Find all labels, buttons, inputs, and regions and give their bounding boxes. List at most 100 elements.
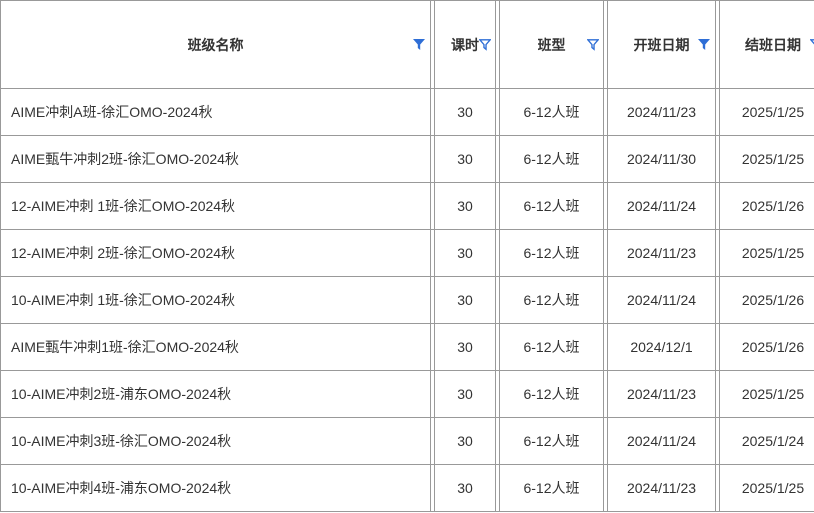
- table-row: 2024/11/24: [608, 277, 716, 324]
- header-name-label: 班级名称: [188, 35, 244, 55]
- table-row: 30: [435, 230, 496, 277]
- table-row: 6-12人班: [500, 277, 604, 324]
- filter-icon[interactable]: [587, 39, 599, 51]
- table-row: 6-12人班: [500, 418, 604, 465]
- table-row: 30: [435, 277, 496, 324]
- table-row: 2024/12/1: [608, 324, 716, 371]
- table-row: 6-12人班: [500, 230, 604, 277]
- header-start-date[interactable]: 开班日期: [608, 1, 716, 89]
- column-hours: 课时 30 30 30 30 30 30 30 30 30: [435, 1, 496, 512]
- table-row: 30: [435, 183, 496, 230]
- column-start-date: 开班日期 2024/11/23 2024/11/30 2024/11/24 20…: [608, 1, 716, 512]
- table-row: 2025/1/24: [720, 418, 814, 465]
- table-row: 30: [435, 136, 496, 183]
- cell-type: 6-12人班: [523, 290, 579, 310]
- cell-hours: 30: [457, 151, 473, 167]
- table-row: 2025/1/25: [720, 230, 814, 277]
- header-type[interactable]: 班型: [500, 1, 604, 89]
- table-row: 6-12人班: [500, 183, 604, 230]
- cell-hours: 30: [457, 339, 473, 355]
- cell-end-date: 2025/1/25: [742, 104, 804, 120]
- cell-end-date: 2025/1/25: [742, 151, 804, 167]
- cell-start-date: 2024/11/30: [627, 151, 696, 167]
- table-row: 2025/1/26: [720, 324, 814, 371]
- cell-name: AIME甄牛冲刺1班-徐汇OMO-2024秋: [11, 337, 239, 357]
- table-row: 12-AIME冲刺 2班-徐汇OMO-2024秋: [1, 230, 431, 277]
- table-row: 2025/1/25: [720, 136, 814, 183]
- column-type: 班型 6-12人班 6-12人班 6-12人班 6-12人班 6-12人班 6-…: [500, 1, 604, 512]
- cell-hours: 30: [457, 386, 473, 402]
- table-row: 6-12人班: [500, 89, 604, 136]
- cell-hours: 30: [457, 198, 473, 214]
- cell-start-date: 2024/11/24: [627, 433, 696, 449]
- cell-name: 10-AIME冲刺 1班-徐汇OMO-2024秋: [11, 290, 235, 310]
- cell-type: 6-12人班: [523, 149, 579, 169]
- cell-type: 6-12人班: [523, 384, 579, 404]
- cell-end-date: 2025/1/25: [742, 480, 804, 496]
- cell-end-date: 2025/1/25: [742, 386, 804, 402]
- table-row: 30: [435, 89, 496, 136]
- table-row: 2024/11/24: [608, 418, 716, 465]
- table-row: 2024/11/30: [608, 136, 716, 183]
- table-row: 2025/1/26: [720, 183, 814, 230]
- table-row: AIME甄牛冲刺2班-徐汇OMO-2024秋: [1, 136, 431, 183]
- cell-hours: 30: [457, 104, 473, 120]
- table-row: 10-AIME冲刺3班-徐汇OMO-2024秋: [1, 418, 431, 465]
- header-hours[interactable]: 课时: [435, 1, 496, 89]
- cell-name: 12-AIME冲刺 2班-徐汇OMO-2024秋: [11, 243, 235, 263]
- table-row: 30: [435, 324, 496, 371]
- header-end-date[interactable]: 结班日期: [720, 1, 814, 89]
- cell-hours: 30: [457, 245, 473, 261]
- cell-start-date: 2024/11/24: [627, 198, 696, 214]
- cell-name: 10-AIME冲刺3班-徐汇OMO-2024秋: [11, 431, 231, 451]
- cell-type: 6-12人班: [523, 431, 579, 451]
- table-row: 2024/11/23: [608, 465, 716, 512]
- filter-icon[interactable]: [479, 39, 491, 51]
- cell-start-date: 2024/11/24: [627, 292, 696, 308]
- table-row: 2025/1/25: [720, 89, 814, 136]
- cell-hours: 30: [457, 433, 473, 449]
- cell-end-date: 2025/1/24: [742, 433, 804, 449]
- cell-end-date: 2025/1/26: [742, 198, 804, 214]
- table-row: 2025/1/25: [720, 465, 814, 512]
- filter-icon[interactable]: [697, 38, 711, 52]
- cell-end-date: 2025/1/26: [742, 292, 804, 308]
- cell-start-date: 2024/12/1: [630, 339, 692, 355]
- cell-type: 6-12人班: [523, 243, 579, 263]
- table-row: 2024/11/23: [608, 371, 716, 418]
- table-row: 30: [435, 371, 496, 418]
- filter-icon[interactable]: [810, 39, 814, 51]
- table-row: 2025/1/25: [720, 371, 814, 418]
- table-row: 2024/11/23: [608, 89, 716, 136]
- class-table: 班级名称 AIME冲刺A班-徐汇OMO-2024秋 AIME甄牛冲刺2班-徐汇O…: [0, 0, 814, 512]
- header-end-date-label: 结班日期: [745, 35, 801, 55]
- cell-name: AIME冲刺A班-徐汇OMO-2024秋: [11, 102, 212, 122]
- header-type-label: 班型: [538, 35, 566, 55]
- table-row: 10-AIME冲刺 1班-徐汇OMO-2024秋: [1, 277, 431, 324]
- table-row: 30: [435, 465, 496, 512]
- filter-icon[interactable]: [412, 38, 426, 52]
- table-row: 6-12人班: [500, 465, 604, 512]
- table-row: 12-AIME冲刺 1班-徐汇OMO-2024秋: [1, 183, 431, 230]
- header-hours-label: 课时: [451, 35, 479, 55]
- cell-name: 12-AIME冲刺 1班-徐汇OMO-2024秋: [11, 196, 235, 216]
- header-start-date-label: 开班日期: [634, 35, 690, 55]
- table-row: 6-12人班: [500, 324, 604, 371]
- table-row: 10-AIME冲刺2班-浦东OMO-2024秋: [1, 371, 431, 418]
- cell-type: 6-12人班: [523, 102, 579, 122]
- table-row: AIME甄牛冲刺1班-徐汇OMO-2024秋: [1, 324, 431, 371]
- header-name[interactable]: 班级名称: [1, 1, 431, 89]
- cell-type: 6-12人班: [523, 196, 579, 216]
- cell-name: 10-AIME冲刺4班-浦东OMO-2024秋: [11, 478, 231, 498]
- table-row: 10-AIME冲刺4班-浦东OMO-2024秋: [1, 465, 431, 512]
- cell-start-date: 2024/11/23: [627, 104, 696, 120]
- table-row: 6-12人班: [500, 136, 604, 183]
- cell-end-date: 2025/1/26: [742, 339, 804, 355]
- table-row: 6-12人班: [500, 371, 604, 418]
- cell-start-date: 2024/11/23: [627, 386, 696, 402]
- cell-start-date: 2024/11/23: [627, 245, 696, 261]
- cell-name: AIME甄牛冲刺2班-徐汇OMO-2024秋: [11, 149, 239, 169]
- cell-start-date: 2024/11/23: [627, 480, 696, 496]
- cell-type: 6-12人班: [523, 337, 579, 357]
- table-row: 2025/1/26: [720, 277, 814, 324]
